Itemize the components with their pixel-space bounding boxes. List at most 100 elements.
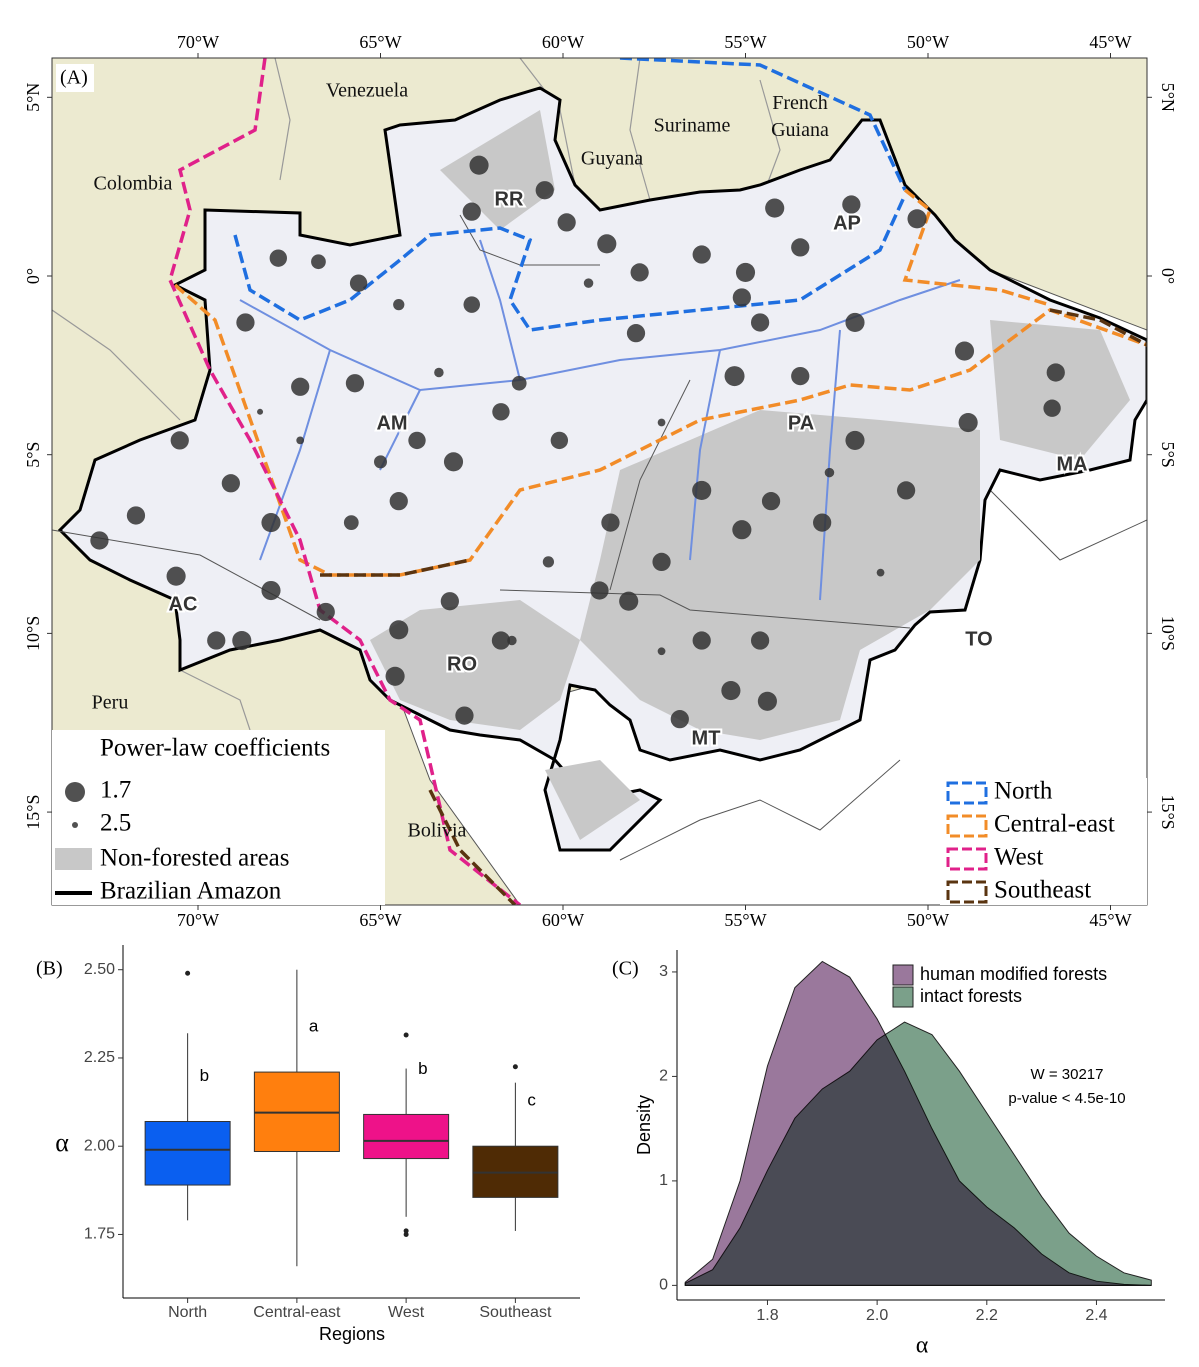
map-point — [1043, 399, 1061, 417]
legend-swatch — [946, 880, 988, 904]
panel-label: (A) — [60, 67, 88, 89]
map-point — [583, 278, 594, 288]
legend-swatch — [946, 781, 988, 805]
state-label: PA — [788, 412, 814, 434]
region-boundary — [1049, 308, 1147, 347]
y-tick-label: 10°S — [23, 616, 43, 651]
y-tick-label: 2.50 — [84, 961, 115, 978]
map-point — [385, 666, 405, 686]
legend-title: Power-law coefficients — [100, 735, 330, 762]
map-point — [316, 602, 335, 622]
panel-label-bg — [56, 64, 94, 92]
country-border — [52, 309, 181, 421]
map-point — [657, 647, 666, 656]
legend-point — [72, 822, 78, 828]
map-point — [954, 341, 975, 361]
region-lines — [168, 58, 1147, 905]
river — [689, 349, 721, 561]
map-point — [842, 195, 861, 214]
map-frame — [51, 57, 1148, 906]
rivers — [239, 239, 961, 601]
map-point — [791, 366, 810, 386]
x-tick-label: 60°W — [542, 32, 584, 52]
river — [239, 279, 961, 392]
map-point — [90, 531, 109, 550]
country-border — [179, 669, 251, 731]
x-axis-label: Regions — [319, 1324, 385, 1344]
state-label: RR — [495, 188, 524, 210]
map-point — [291, 377, 310, 396]
map-point — [261, 513, 281, 533]
map-point — [630, 263, 649, 282]
map-point — [907, 209, 927, 229]
map-point — [343, 515, 359, 530]
region-boundary — [168, 58, 522, 905]
map-point — [257, 408, 264, 415]
legend-label: 1.7 — [100, 777, 131, 804]
legend-label: Non-forested areas — [100, 845, 290, 872]
map-point — [692, 631, 711, 650]
legend-label: Central-east — [994, 811, 1115, 838]
country-label: French Guiana — [771, 92, 829, 141]
river — [819, 329, 841, 601]
map-point — [692, 480, 712, 500]
country-label: Venezuela — [326, 80, 408, 102]
non-forested — [370, 110, 1130, 840]
country-label: Bolivia — [408, 820, 467, 842]
map-point — [511, 375, 527, 391]
y-tick-label: 5°N — [1158, 83, 1178, 112]
x-tick-label: 50°W — [907, 32, 949, 52]
outlier — [512, 1064, 518, 1070]
map-point — [692, 245, 711, 264]
map-point — [761, 492, 781, 511]
map-point — [732, 520, 752, 540]
region-boundary — [902, 188, 1051, 307]
map-point — [170, 431, 189, 450]
map-point — [1046, 363, 1065, 382]
annotation: p-value < 4.5e-10 — [1008, 1090, 1125, 1107]
significance-letter: c — [527, 1091, 536, 1110]
x-tick-label: 1.8 — [756, 1307, 778, 1324]
state-border — [979, 479, 1147, 561]
map-point — [735, 262, 756, 282]
y-tick-label: 0° — [1158, 268, 1178, 284]
non-forested-patch — [580, 410, 980, 740]
non-forested-patch — [990, 320, 1130, 460]
country-label: Colombia — [94, 173, 173, 195]
state-label: AC — [169, 593, 198, 615]
x-tick-label: 2.4 — [1085, 1307, 1107, 1324]
x-tick-label: 45°W — [1089, 910, 1131, 930]
y-tick-label: 1.75 — [84, 1226, 115, 1243]
significance-letter: a — [309, 1017, 319, 1036]
map-point — [349, 274, 368, 292]
significance-letter: b — [200, 1066, 209, 1085]
map-point — [221, 474, 240, 493]
y-tick-label: 2.25 — [84, 1049, 115, 1066]
y-tick-label: 0° — [23, 268, 43, 284]
state-border — [609, 379, 691, 591]
y-axis-label: Density — [634, 1095, 654, 1155]
map-point — [652, 552, 671, 572]
map-point — [492, 403, 510, 421]
y-tick-label: 5°N — [23, 83, 43, 112]
legend-label: West — [994, 844, 1043, 871]
y-tick-label: 2.00 — [84, 1137, 115, 1154]
map-point — [590, 581, 609, 600]
y-tick-label: 3 — [659, 963, 668, 980]
map-point — [491, 631, 511, 650]
legend-swatch — [55, 848, 92, 870]
legend-box — [52, 730, 385, 905]
map-point — [389, 492, 408, 511]
non-forested-patch — [370, 600, 580, 730]
map-point — [845, 312, 865, 333]
legend-box — [940, 778, 1147, 905]
country-label: Guyana — [581, 148, 643, 170]
country-border — [629, 58, 651, 201]
legend-swatch — [892, 964, 914, 986]
legend-swatch — [892, 986, 914, 1008]
significance-letter: b — [418, 1059, 427, 1078]
map-point — [507, 635, 517, 646]
map-point — [408, 431, 426, 450]
map-point — [732, 288, 751, 307]
